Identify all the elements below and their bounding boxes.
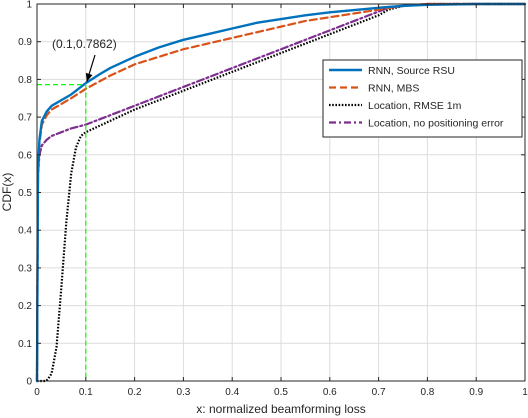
x-tick-label: 0.5 xyxy=(274,387,288,398)
y-axis-label: CDF(x) xyxy=(0,173,14,212)
x-tick-label: 0.4 xyxy=(225,387,239,398)
legend-label: RNN, Source RSU xyxy=(368,65,455,77)
x-tick-label: 0.3 xyxy=(176,387,190,398)
y-tick-label: 0 xyxy=(26,377,32,388)
annotation-arrow-head xyxy=(85,72,93,82)
series-line-rnn-mbs xyxy=(35,2,527,383)
y-tick-label: 1 xyxy=(26,0,32,11)
x-tick-label: 0 xyxy=(34,387,40,398)
axis-ticks: 0 0.1 0.2 0.3 0.4 0.5 0.6 0.7 0.8 0.9 1 0 0.1 0.2 0.3 0… xyxy=(18,0,528,398)
y-tick-label: 0.7 xyxy=(18,113,32,124)
annotation-label: (0.1,0.7862) xyxy=(52,37,117,51)
legend-label: Location, no positioning error xyxy=(368,118,504,130)
y-tick-label: 0.6 xyxy=(18,150,32,161)
y-tick-label: 0.9 xyxy=(18,37,32,48)
legend-label: Location, RMSE 1m xyxy=(368,100,462,112)
annotation-layer: (0.1,0.7862) xyxy=(37,37,117,381)
y-tick-label: 0.8 xyxy=(18,75,32,86)
y-tick-label: 0.5 xyxy=(18,188,32,199)
x-tick-label: 0.9 xyxy=(469,387,483,398)
x-axis-label: x: normalized beamforming loss xyxy=(196,402,365,416)
legend-box xyxy=(322,59,523,138)
y-tick-label: 0.1 xyxy=(18,339,32,350)
y-tick-label: 0.4 xyxy=(18,226,32,237)
x-tick-label: 0.2 xyxy=(128,387,142,398)
legend: RNN, Source RSU RNN, MBS Location, RMSE 1m… xyxy=(322,59,523,138)
y-tick-label: 0.2 xyxy=(18,301,32,312)
x-tick-label: 0.6 xyxy=(323,387,337,398)
x-tick-label: 0.8 xyxy=(420,387,434,398)
y-tick-label: 0.3 xyxy=(18,263,32,274)
series-line-rnn-source-rsu xyxy=(35,2,527,383)
series-layer xyxy=(35,2,527,383)
x-tick-label: 0.1 xyxy=(79,387,93,398)
legend-label: RNN, MBS xyxy=(368,83,419,95)
x-tick-label: 1 xyxy=(522,387,528,398)
x-tick-label: 0.7 xyxy=(372,387,386,398)
